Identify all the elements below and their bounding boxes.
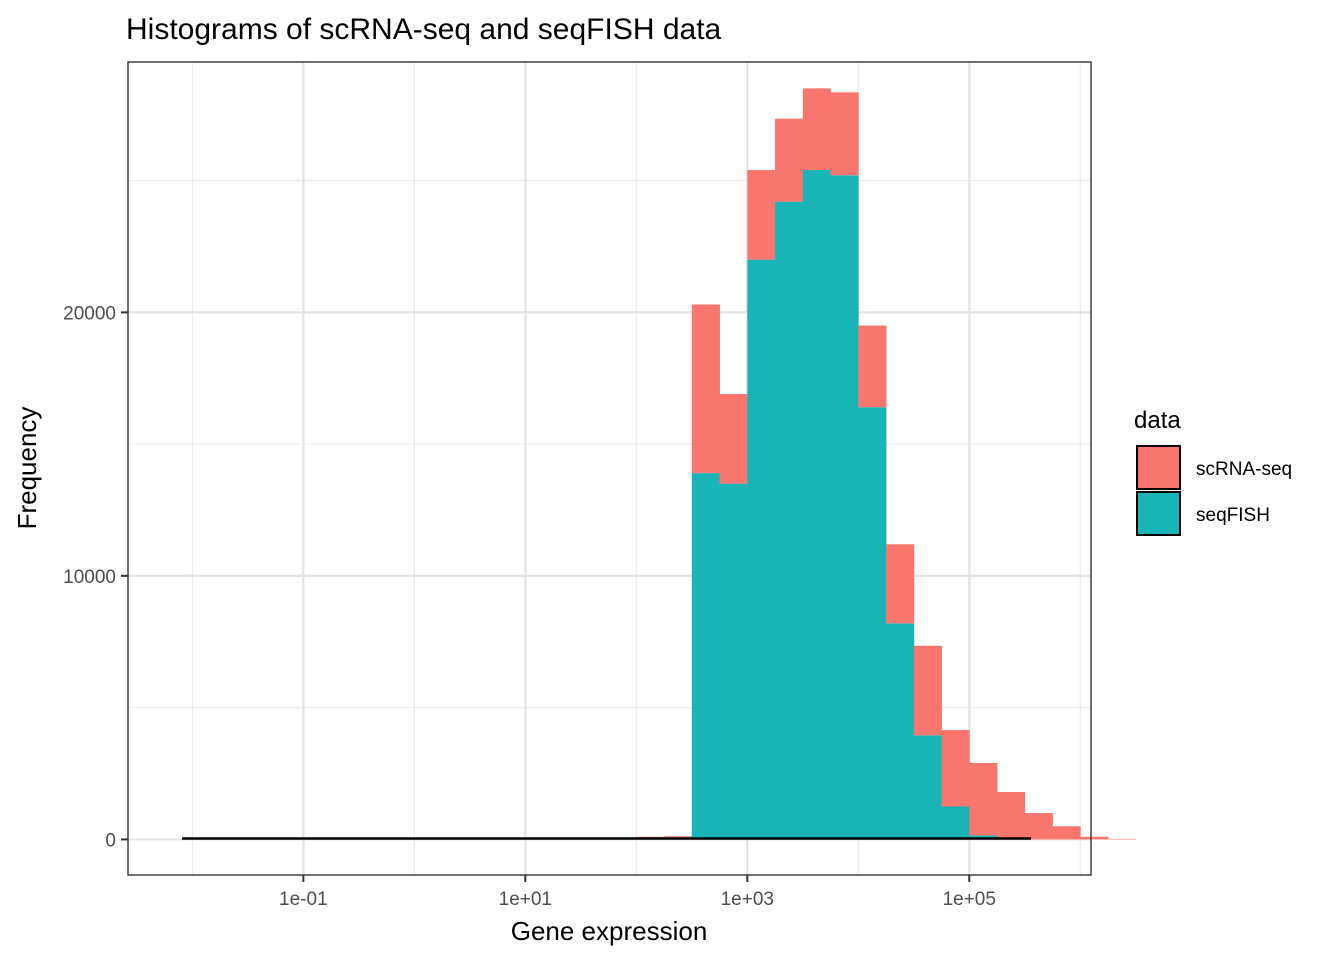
bar-seqfish bbox=[858, 407, 887, 840]
bar-seqfish bbox=[719, 483, 748, 840]
bar-seqfish bbox=[941, 806, 970, 840]
bar-scrna-seq bbox=[747, 170, 776, 260]
bar-scrna-seq bbox=[719, 394, 748, 484]
bar-seqfish bbox=[775, 201, 804, 840]
bar-scrna-seq bbox=[691, 304, 720, 474]
bar-scrna-seq bbox=[1052, 826, 1081, 840]
bar-seqfish bbox=[886, 623, 915, 840]
bar-scrna-seq bbox=[997, 791, 1026, 840]
legend-title: data bbox=[1134, 407, 1181, 434]
legend-label-scrna-seq: scRNA-seq bbox=[1196, 459, 1292, 480]
legend-key-seqfish bbox=[1136, 491, 1181, 536]
bar-seqfish bbox=[747, 259, 776, 840]
x-axis: 1e-01 1e+01 1e+03 1e+05 bbox=[279, 875, 996, 910]
panel-border bbox=[127, 61, 1092, 876]
bar-scrna-seq bbox=[858, 325, 887, 408]
bar-seqfish bbox=[802, 170, 831, 840]
bar-scrna-seq bbox=[775, 118, 804, 202]
y-tick-label: 20000 bbox=[63, 303, 116, 324]
y-axis-title: Frequency bbox=[12, 407, 42, 530]
x-tick-label: 1e+03 bbox=[721, 889, 774, 910]
bar-seqfish bbox=[913, 735, 942, 840]
bar-seqfish bbox=[691, 473, 720, 840]
x-tick-label: 1e-01 bbox=[279, 889, 328, 910]
bar-scrna-seq bbox=[830, 92, 859, 176]
x-tick-label: 1e+05 bbox=[943, 889, 996, 910]
histogram-bars bbox=[608, 88, 1137, 840]
bar-scrna-seq bbox=[802, 88, 831, 171]
y-tick-label: 10000 bbox=[63, 567, 116, 588]
plot-panel bbox=[127, 61, 1137, 876]
y-tick-label: 0 bbox=[105, 830, 116, 851]
bar-seqfish bbox=[830, 175, 859, 840]
bar-scrna-seq bbox=[886, 544, 915, 624]
x-tick-label: 1e+01 bbox=[499, 889, 552, 910]
bar-scrna-seq bbox=[1080, 836, 1109, 840]
chart-title: Histograms of scRNA-seq and seqFISH data bbox=[126, 13, 722, 46]
bar-scrna-seq bbox=[913, 645, 942, 736]
legend: data scRNA-seq seqFISH bbox=[1134, 407, 1292, 536]
x-axis-title: Gene expression bbox=[511, 916, 708, 946]
y-axis: 0 10000 20000 bbox=[63, 303, 128, 851]
bar-scrna-seq bbox=[969, 762, 998, 836]
bar-scrna-seq bbox=[1107, 838, 1137, 840]
legend-label-seqfish: seqFISH bbox=[1196, 505, 1270, 526]
bar-scrna-seq bbox=[1024, 813, 1053, 840]
bar-scrna-seq bbox=[941, 730, 970, 807]
legend-key-scrna-seq bbox=[1136, 445, 1181, 490]
